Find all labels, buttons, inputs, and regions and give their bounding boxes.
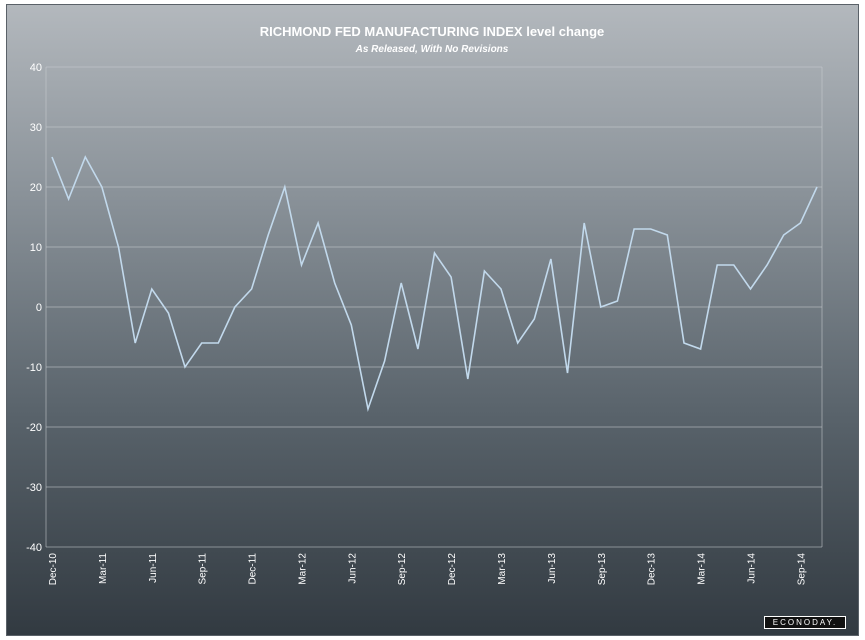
x-tick-label: Jun-11 (148, 553, 159, 583)
x-tick-label: Mar-13 (497, 553, 508, 585)
grid (45, 66, 823, 548)
x-tick-label: Sep-14 (796, 553, 807, 586)
x-tick-label: Sep-11 (198, 553, 209, 585)
y-tick-label: -20 (26, 422, 42, 434)
x-tick-label: Dec-12 (447, 553, 458, 586)
x-tick-label: Dec-13 (647, 553, 658, 586)
y-tick-label: -40 (26, 542, 42, 554)
x-tick-label: Jun-14 (746, 553, 757, 584)
series-layer (51, 155, 818, 413)
y-tick-label: 20 (30, 182, 42, 194)
series-line-0 (51, 155, 818, 413)
x-tick-label: Sep-12 (397, 553, 408, 586)
y-axis: 40 30 20 10 0 -10 -20 -30 -40 (26, 62, 42, 554)
econoday-logo: ECONODAY. (764, 616, 846, 629)
x-tick-label: Jun-12 (347, 553, 358, 584)
x-tick-label: Mar-14 (697, 553, 708, 585)
x-tick-label: Mar-12 (297, 553, 308, 585)
x-tick-label: Dec-10 (48, 553, 59, 586)
chart-subtitle: As Released, With No Revisions (355, 44, 509, 55)
y-tick-label: -30 (26, 482, 42, 494)
x-tick-label: Dec-11 (248, 553, 259, 585)
y-tick-label: 0 (36, 302, 42, 314)
x-tick-label: Sep-13 (597, 553, 608, 586)
x-tick-label: Mar-11 (98, 553, 109, 584)
chart-title: RICHMOND FED MANUFACTURING INDEX level c… (260, 24, 605, 39)
y-tick-label: 10 (30, 242, 42, 254)
x-tick-label: Jun-13 (547, 553, 558, 584)
chart-panel: RICHMOND FED MANUFACTURING INDEX level c… (6, 4, 859, 636)
y-tick-label: -10 (26, 362, 42, 374)
y-tick-label: 30 (30, 122, 42, 134)
chart: RICHMOND FED MANUFACTURING INDEX level c… (26, 24, 823, 586)
x-axis: Dec-10 Mar-11 Jun-11 Sep-11 Dec-11 Mar-12 Jun-… (48, 553, 807, 586)
y-tick-label: 40 (30, 62, 42, 74)
